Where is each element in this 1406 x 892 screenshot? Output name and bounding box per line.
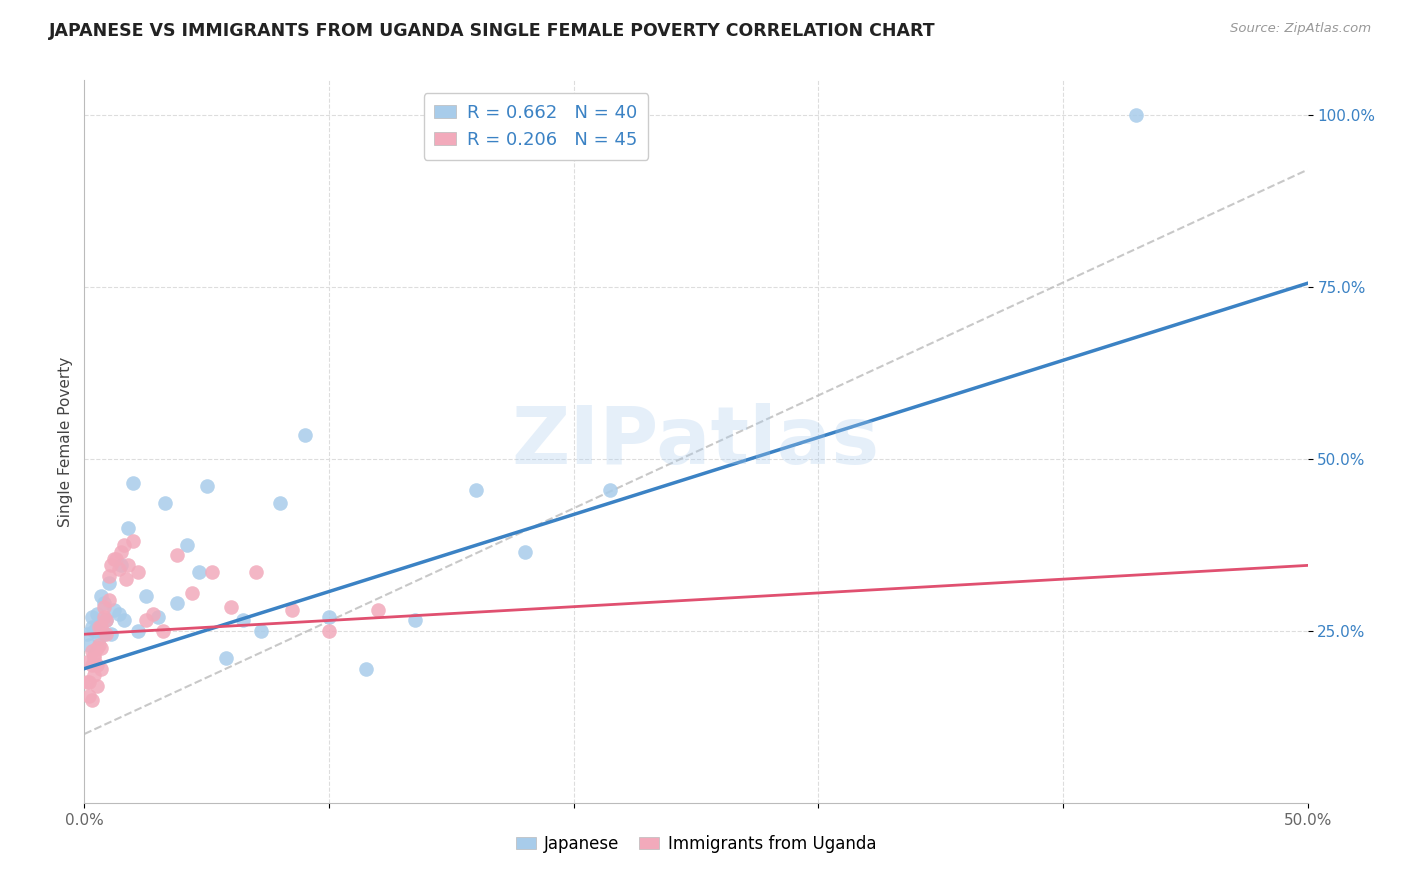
Point [200, 566, 222, 580]
Point [83, 651, 105, 665]
Point [86, 620, 108, 634]
Point [107, 562, 129, 576]
Point [83, 648, 105, 662]
Text: JAPANESE VS IMMIGRANTS FROM UGANDA SINGLE FEMALE POVERTY CORRELATION CHART: JAPANESE VS IMMIGRANTS FROM UGANDA SINGL… [49, 22, 936, 40]
Point [117, 520, 139, 534]
Point [90, 620, 112, 634]
Y-axis label: Single Female Poverty: Single Female Poverty [58, 357, 73, 526]
Point [96, 627, 118, 641]
Point [354, 662, 377, 676]
Point [318, 610, 340, 624]
Point [122, 534, 145, 549]
Point [188, 566, 211, 580]
Point [93, 596, 115, 610]
Point [80, 658, 103, 673]
Point [1125, 108, 1147, 122]
Point [105, 551, 128, 566]
Point [122, 475, 145, 490]
Point [115, 572, 138, 586]
Point [181, 586, 204, 600]
Point [245, 566, 267, 580]
Point [176, 538, 198, 552]
Point [127, 624, 149, 638]
Point [166, 596, 188, 610]
Point [318, 624, 340, 638]
Point [464, 483, 486, 497]
Point [166, 548, 188, 562]
Point [152, 624, 174, 638]
Point [97, 568, 120, 582]
Point [232, 614, 254, 628]
Point [215, 651, 238, 665]
Point [90, 640, 112, 655]
Point [86, 658, 108, 673]
Point [86, 640, 108, 655]
Point [87, 638, 110, 652]
Point [83, 624, 105, 638]
Point [153, 496, 176, 510]
Point [135, 614, 157, 628]
Point [127, 566, 149, 580]
Point [96, 614, 118, 628]
Point [87, 620, 110, 634]
Point [93, 627, 115, 641]
Point [513, 544, 536, 558]
Point [112, 538, 135, 552]
Point [76, 627, 98, 641]
Point [103, 551, 125, 566]
Point [404, 614, 426, 628]
Text: Source: ZipAtlas.com: Source: ZipAtlas.com [1230, 22, 1371, 36]
Point [80, 620, 103, 634]
Legend: Japanese, Immigrants from Uganda: Japanese, Immigrants from Uganda [509, 828, 883, 860]
Point [80, 644, 103, 658]
Point [135, 590, 157, 604]
Point [93, 599, 115, 614]
Point [97, 575, 120, 590]
Point [90, 662, 112, 676]
Point [110, 558, 132, 573]
Point [107, 607, 129, 621]
Point [76, 655, 98, 669]
Point [77, 675, 100, 690]
Point [269, 496, 291, 510]
Point [77, 689, 100, 703]
Point [86, 607, 108, 621]
Point [96, 614, 118, 628]
Point [112, 614, 135, 628]
Point [103, 603, 125, 617]
Point [76, 675, 98, 690]
Point [117, 558, 139, 573]
Point [87, 631, 110, 645]
Point [195, 479, 218, 493]
Point [83, 668, 105, 682]
Point [93, 610, 115, 624]
Point [110, 544, 132, 558]
Point [249, 624, 271, 638]
Point [100, 558, 122, 573]
Point [142, 607, 165, 621]
Point [294, 427, 316, 442]
Point [90, 590, 112, 604]
Point [367, 603, 389, 617]
Text: ZIPatlas: ZIPatlas [512, 402, 880, 481]
Point [80, 692, 103, 706]
Point [77, 638, 100, 652]
Point [97, 592, 120, 607]
Point [80, 610, 103, 624]
Point [100, 627, 122, 641]
Point [86, 679, 108, 693]
Point [146, 610, 169, 624]
Point [599, 483, 621, 497]
Point [219, 599, 242, 614]
Point [281, 603, 304, 617]
